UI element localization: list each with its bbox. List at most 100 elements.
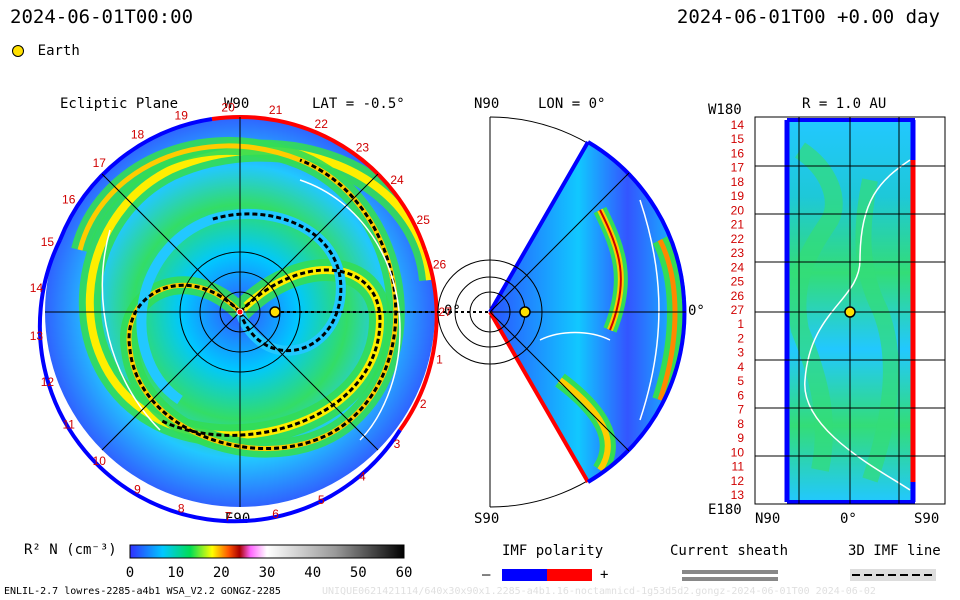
colorbar-tick-label: 0 [126, 565, 134, 581]
ecliptic-tick-label: 9 [134, 483, 141, 497]
imf-line-title: 3D IMF line [848, 543, 941, 559]
ecliptic-tick-label: 26 [433, 258, 447, 272]
meridional-plane-panel [437, 116, 687, 508]
radial-tick-label: 17 [731, 161, 745, 175]
radial-tick-label: 10 [731, 445, 745, 459]
radial-tick-label: 2 [737, 332, 744, 346]
colorbar-tick-label: 20 [213, 565, 230, 581]
radial-tick-label: 20 [731, 203, 745, 217]
ecliptic-tick-label: 27 [438, 305, 452, 319]
radial-tick-label: 9 [737, 431, 744, 445]
right-datetime: 2024-06-01T00 +0.00 day [676, 6, 940, 28]
earth-marker-meridional-icon [519, 306, 531, 318]
radial-top-left-label: W180 [708, 102, 742, 118]
ecliptic-tick-label: 21 [269, 103, 283, 117]
ecliptic-tick-label: 22 [315, 117, 329, 131]
ecliptic-tick-label: 8 [178, 501, 185, 515]
radial-tick-label: 15 [731, 132, 745, 146]
ecliptic-spiral-streams [71, 137, 435, 458]
meridional-top-label: N90 [474, 96, 500, 112]
radial-tick-label: 16 [731, 147, 745, 161]
colorbar-tick-label: 30 [259, 565, 276, 581]
imf-polarity-legend [502, 569, 592, 581]
earth-marker-icon [12, 44, 24, 57]
ecliptic-plane-panel [37, 115, 490, 524]
ecliptic-tick-label: 19 [175, 109, 189, 123]
ecliptic-lat-label: LAT = -0.5° [312, 96, 405, 112]
colorbar-tick-label: 10 [167, 565, 184, 581]
radial-x-label-s90: S90 [914, 511, 940, 527]
radial-tick-label: 23 [731, 246, 745, 260]
ecliptic-tick-label: 5 [318, 493, 325, 507]
earth-marker-radial-icon [844, 306, 856, 318]
radial-bottom-left-label: E180 [708, 502, 742, 518]
earth-legend: Earth [12, 40, 80, 59]
ecliptic-tick-label: 7 [225, 510, 232, 524]
radial-tick-label: 21 [731, 218, 745, 232]
ecliptic-tick-label: 11 [62, 418, 75, 432]
ecliptic-tick-label: 20 [221, 100, 235, 114]
ecliptic-tick-label: 4 [359, 469, 366, 483]
radial-tick-label: 7 [737, 403, 744, 417]
colorbar-tick-label: 50 [350, 565, 367, 581]
imf-positive-swatch [547, 569, 592, 581]
colorbar-tick-label: 40 [304, 565, 321, 581]
footer-run-info: UNIQUE0621421114/640x30x90x1.2285-a4b1.1… [322, 586, 876, 597]
radial-tick-label: 26 [731, 289, 745, 303]
current-sheath-title: Current sheath [670, 543, 789, 559]
ecliptic-tick-label: 18 [131, 128, 145, 142]
earth-legend-label: Earth [37, 42, 80, 59]
current-sheath-legend [682, 570, 778, 581]
ecliptic-top-label: W90 [224, 96, 250, 112]
ecliptic-tick-label: 16 [62, 192, 76, 206]
imf-line-legend [850, 569, 936, 581]
colorbar-gradient [129, 544, 405, 559]
imf-polarity-title: IMF polarity [502, 543, 604, 559]
radial-y-ticks: 1415161718192021222324252627123456789101… [731, 118, 745, 502]
radial-tick-label: 19 [731, 189, 745, 203]
colorbar: 0 10 20 30 40 50 60 [126, 544, 412, 581]
ecliptic-tick-label: 12 [41, 375, 55, 389]
footer-model-info: ENLIL-2.7 lowres-2285-a4b1 WSA_V2.2 GONG… [4, 586, 281, 597]
radial-tick-label: 3 [737, 346, 744, 360]
imf-polarity-plus: + [600, 567, 609, 583]
imf-negative-swatch [502, 569, 547, 581]
meridional-bottom-label: S90 [474, 511, 500, 527]
meridional-right-label: 0° [688, 303, 705, 319]
ecliptic-tick-label: 13 [30, 329, 44, 343]
radial-x-label-0: 0° [840, 511, 857, 527]
ecliptic-tick-label: 15 [41, 235, 55, 249]
ecliptic-tick-label: 10 [93, 454, 107, 468]
radial-tick-label: 5 [737, 374, 744, 388]
colorbar-label: R² N (cm⁻³) [24, 542, 117, 558]
ecliptic-tick-label: 24 [390, 173, 404, 187]
radial-tick-label: 6 [737, 388, 744, 402]
radial-tick-label: 24 [731, 260, 745, 274]
meridional-lon-label: LON = 0° [538, 96, 606, 112]
ecliptic-tick-label: 17 [93, 156, 107, 170]
radial-tick-label: 8 [737, 417, 744, 431]
radial-tick-label: 27 [731, 303, 745, 317]
ecliptic-tick-label: 3 [394, 437, 401, 451]
radial-tick-label: 1 [737, 317, 744, 331]
ecliptic-tick-label: 1 [436, 352, 443, 366]
radial-tick-label: 25 [731, 275, 745, 289]
radial-tick-label: 22 [731, 232, 745, 246]
radial-tick-label: 11 [732, 460, 745, 474]
ecliptic-tick-label: 6 [272, 507, 279, 521]
earth-marker-ecliptic-icon [269, 306, 281, 318]
ecliptic-tick-label: 2 [420, 397, 427, 411]
radial-tick-label: 14 [731, 118, 745, 132]
radial-tick-label: 12 [731, 474, 745, 488]
radial-r-label: R = 1.0 AU [802, 96, 887, 112]
ecliptic-right-label: 0° [444, 303, 461, 319]
ecliptic-tick-label: 25 [417, 213, 431, 227]
imf-polarity-minus: – [482, 567, 491, 583]
radial-tick-label: 18 [731, 175, 745, 189]
radial-tick-label: 4 [737, 360, 744, 374]
sun-marker-icon [236, 308, 244, 316]
radial-map-panel [754, 116, 946, 505]
radial-x-label-n90: N90 [755, 511, 781, 527]
